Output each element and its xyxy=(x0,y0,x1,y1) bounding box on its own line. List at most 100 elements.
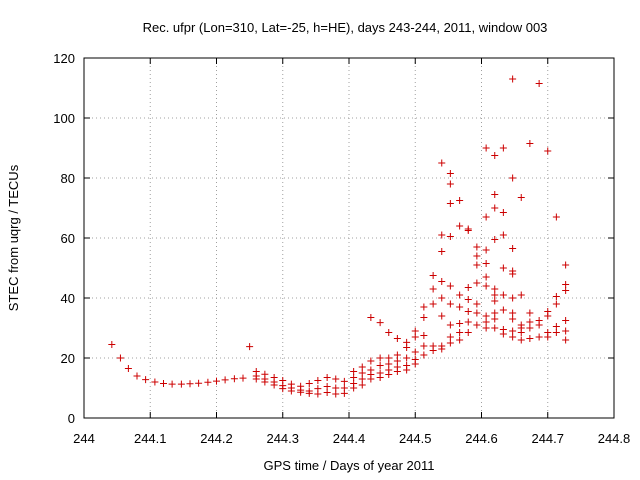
data-point xyxy=(358,375,366,383)
data-point xyxy=(464,318,472,326)
x-tick-label: 244 xyxy=(73,431,95,446)
data-point xyxy=(482,273,490,281)
data-point xyxy=(464,308,472,315)
data-point xyxy=(482,318,490,326)
data-point xyxy=(499,209,507,216)
data-point xyxy=(367,375,375,383)
data-point xyxy=(535,333,543,341)
data-point xyxy=(340,389,348,397)
data-point xyxy=(108,341,116,348)
data-point xyxy=(393,368,401,375)
y-axis-label: STEC from uqrg / TECUs xyxy=(6,164,21,311)
x-tick-label: 244.6 xyxy=(465,431,498,446)
data-point xyxy=(279,385,287,393)
data-point xyxy=(446,200,454,207)
data-point xyxy=(385,371,393,378)
data-point xyxy=(385,354,393,362)
data-point xyxy=(517,194,525,201)
data-point xyxy=(509,315,517,323)
data-point xyxy=(473,252,481,260)
data-point xyxy=(438,248,446,255)
data-point xyxy=(491,324,499,332)
data-point xyxy=(482,282,490,290)
data-points xyxy=(108,75,570,398)
data-point xyxy=(491,297,499,305)
x-tick-label: 244.8 xyxy=(598,431,631,446)
data-point xyxy=(403,354,411,362)
data-point xyxy=(509,327,517,335)
x-tick-label: 244.7 xyxy=(531,431,564,446)
data-point xyxy=(213,377,220,385)
data-point xyxy=(429,285,437,293)
data-point xyxy=(562,317,570,324)
data-point xyxy=(456,303,464,311)
x-tick-label: 244.4 xyxy=(333,431,366,446)
data-point xyxy=(350,384,358,392)
data-point xyxy=(491,315,499,323)
data-point xyxy=(509,245,517,252)
data-point xyxy=(473,321,481,329)
data-point xyxy=(562,287,570,294)
data-point xyxy=(509,294,517,302)
data-point xyxy=(482,144,490,152)
data-point xyxy=(491,204,499,212)
data-point xyxy=(429,272,437,279)
data-point xyxy=(456,329,464,336)
data-point xyxy=(456,320,464,327)
data-point xyxy=(464,227,472,234)
data-point xyxy=(517,329,525,336)
data-point xyxy=(562,261,570,269)
y-tick-label: 60 xyxy=(61,231,75,246)
plot-frame xyxy=(83,57,615,419)
grid-lines xyxy=(84,58,614,418)
data-point xyxy=(350,368,358,375)
data-point xyxy=(482,312,490,320)
data-point xyxy=(491,309,499,317)
data-point xyxy=(446,333,454,341)
data-point xyxy=(287,387,295,395)
data-point xyxy=(358,369,366,377)
data-point xyxy=(314,390,322,398)
data-point xyxy=(446,321,454,329)
data-point xyxy=(270,381,278,389)
data-point xyxy=(323,374,331,381)
data-point xyxy=(323,383,331,390)
data-point xyxy=(446,180,454,188)
data-point xyxy=(499,330,507,338)
y-tick-label: 20 xyxy=(61,351,75,366)
data-point xyxy=(491,152,499,159)
data-point xyxy=(526,335,534,342)
data-point xyxy=(124,365,132,372)
data-point xyxy=(411,333,419,341)
data-point xyxy=(305,389,313,397)
data-point xyxy=(473,261,481,269)
data-point xyxy=(552,300,560,308)
data-point xyxy=(491,285,499,293)
data-point xyxy=(499,306,507,314)
data-point xyxy=(297,388,305,396)
y-tick-label: 120 xyxy=(53,51,75,66)
data-point xyxy=(168,380,176,388)
data-point xyxy=(332,384,340,392)
data-point xyxy=(473,300,481,308)
data-point xyxy=(332,390,340,398)
data-point xyxy=(385,329,393,336)
data-point xyxy=(535,321,543,329)
data-point xyxy=(464,296,472,303)
data-point xyxy=(438,345,446,353)
data-point xyxy=(446,282,454,290)
data-point xyxy=(340,377,348,385)
data-point xyxy=(160,380,167,387)
data-point xyxy=(526,324,534,332)
data-point xyxy=(464,329,472,336)
data-point xyxy=(305,380,313,387)
data-point xyxy=(552,213,560,221)
data-point xyxy=(332,375,340,383)
data-point xyxy=(438,312,446,320)
data-point xyxy=(446,233,454,240)
data-point xyxy=(246,343,254,351)
data-point xyxy=(186,380,194,388)
data-point xyxy=(535,80,543,87)
data-point xyxy=(499,264,507,272)
